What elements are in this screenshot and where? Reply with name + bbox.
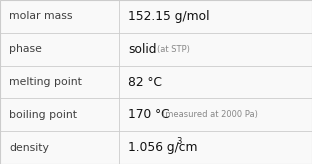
Text: 170 °C: 170 °C (128, 108, 169, 121)
Text: melting point: melting point (9, 77, 82, 87)
Text: density: density (9, 143, 49, 153)
Text: 152.15 g/mol: 152.15 g/mol (128, 10, 209, 23)
Text: (at STP): (at STP) (157, 45, 190, 54)
Text: (measured at 2000 Pa): (measured at 2000 Pa) (162, 110, 257, 119)
Text: 3: 3 (176, 137, 182, 146)
Text: molar mass: molar mass (9, 11, 73, 21)
Text: 82 °C: 82 °C (128, 75, 162, 89)
Text: solid: solid (128, 43, 156, 56)
Text: phase: phase (9, 44, 42, 54)
Text: 1.056 g/cm: 1.056 g/cm (128, 141, 197, 154)
Text: boiling point: boiling point (9, 110, 77, 120)
